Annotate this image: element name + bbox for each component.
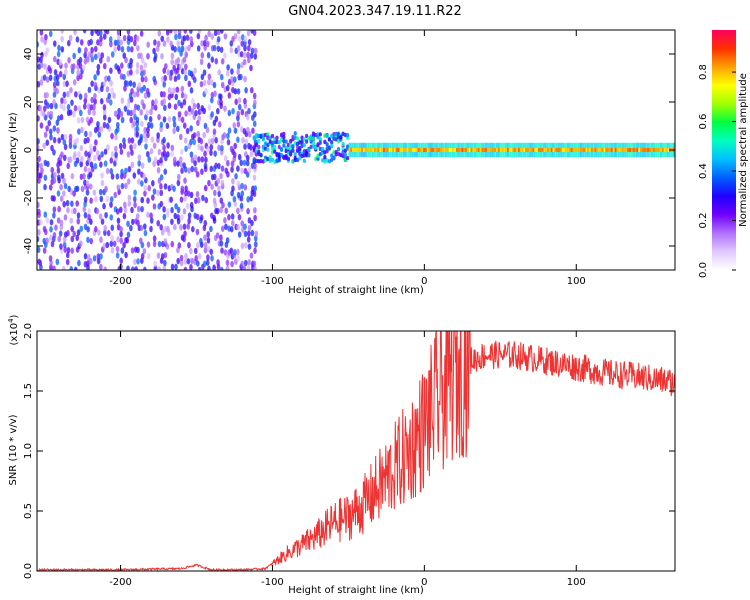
colorbar-tick-label: 0.8 <box>698 64 709 80</box>
colorbar-tick-label: 0.6 <box>698 114 709 130</box>
x-tick-label: -100 <box>261 276 284 287</box>
x-tick-label: -100 <box>261 577 284 588</box>
figure-title: GN04.2023.347.19.11.R22 <box>288 4 462 19</box>
snr-series-line <box>37 331 675 571</box>
x-tick-label: 0 <box>421 577 427 588</box>
snr-axes: -200 -100 0 100 0.0 0.5 1.0 1.5 2.0 <box>23 323 675 588</box>
y-tick-label: 0.5 <box>23 503 34 519</box>
y-tick-label: 1.5 <box>23 383 34 399</box>
x-tick-label: -200 <box>109 577 132 588</box>
y-tick-label: 0 <box>23 147 34 153</box>
snr-y-multiplier: (x104) <box>7 314 20 345</box>
colorbar-tick-label: 0.2 <box>698 213 709 229</box>
y-tick-label: 1.0 <box>23 443 34 459</box>
spectrogram-x-label: Height of straight line (km) <box>288 285 424 296</box>
y-tick-label: -20 <box>23 190 34 206</box>
snr-y-label: SNR (10 * v/v) <box>8 414 19 485</box>
spectrogram-y-label: Frequency (Hz) <box>8 112 19 188</box>
y-tick-label: 2.0 <box>23 323 34 339</box>
x-tick-label: 100 <box>567 276 586 287</box>
x-tick-label: 0 <box>421 276 427 287</box>
y-tick-label: 40 <box>23 48 34 61</box>
colorbar-ticks: 0.0 0.2 0.4 0.6 0.8 <box>698 64 736 278</box>
colorbar-label: Normalized spectral amplitude <box>738 73 749 227</box>
y-tick-label: 20 <box>23 96 34 109</box>
x-tick-label: -200 <box>109 276 132 287</box>
colorbar <box>712 30 736 270</box>
colorbar-tick-label: 0.4 <box>698 163 709 179</box>
spectrogram-heatmap <box>37 30 675 270</box>
snr-x-label: Height of straight line (km) <box>288 585 424 596</box>
y-tick-label: -40 <box>23 238 34 254</box>
colorbar-tick-label: 0.0 <box>698 262 709 278</box>
x-tick-label: 100 <box>567 577 586 588</box>
y-tick-label: 0.0 <box>23 563 34 579</box>
